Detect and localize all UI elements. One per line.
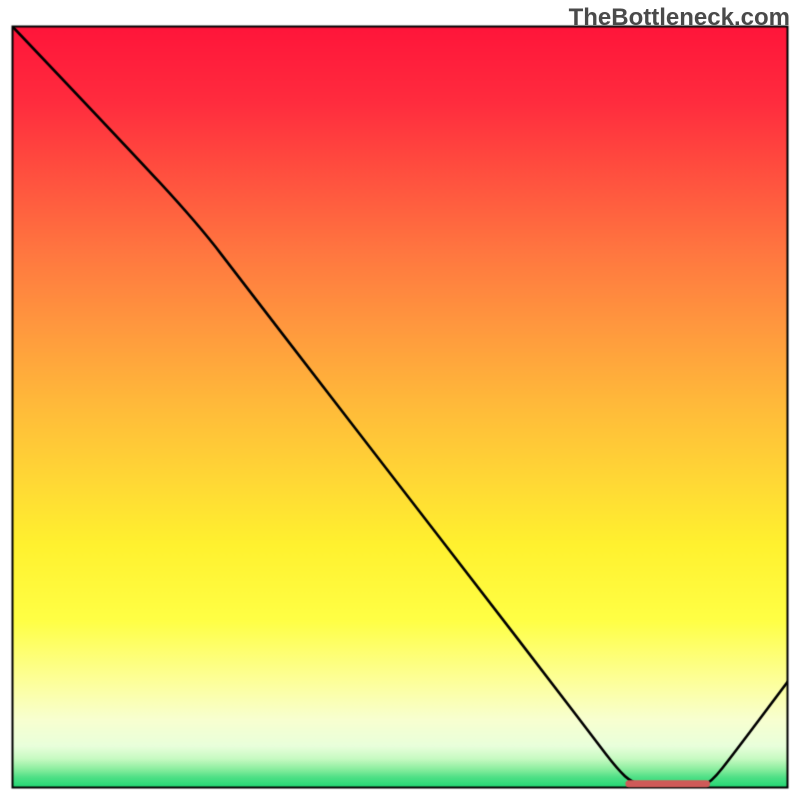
bottleneck-curve-chart — [0, 0, 800, 800]
attribution-label: TheBottleneck.com — [569, 4, 790, 32]
